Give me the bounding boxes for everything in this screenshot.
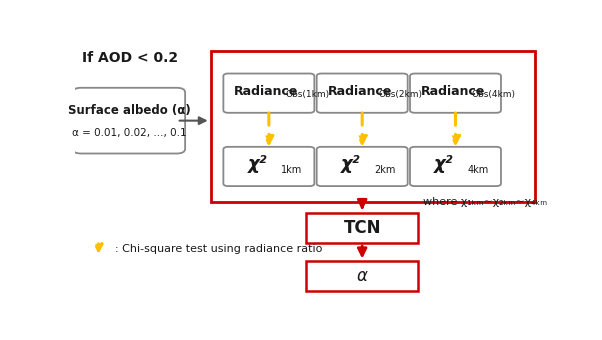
Text: χ²: χ² [434, 155, 453, 173]
Bar [306, 261, 418, 291]
Text: 4km: 4km [467, 165, 488, 175]
FancyBboxPatch shape [223, 73, 314, 113]
Bar [306, 213, 418, 243]
Text: Radiance: Radiance [327, 85, 392, 98]
Text: Surface albedo (α): Surface albedo (α) [67, 104, 190, 117]
Text: Obs(4km): Obs(4km) [472, 90, 516, 99]
Text: Radiance: Radiance [421, 85, 485, 98]
Text: χ²: χ² [341, 155, 360, 173]
Text: Obs(2km): Obs(2km) [379, 90, 423, 99]
Text: where χ₁ₖₘ∼χ₂ₖₘ∼χ₄ₖₘ: where χ₁ₖₘ∼χ₂ₖₘ∼χ₄ₖₘ [423, 197, 547, 207]
Bar [211, 51, 535, 202]
Text: If AOD < 0.2: If AOD < 0.2 [82, 51, 178, 65]
Text: : Chi-square test using radiance ratio: : Chi-square test using radiance ratio [115, 244, 322, 254]
Text: α: α [356, 268, 368, 285]
Text: α = 0.01, 0.02, ..., 0.1: α = 0.01, 0.02, ..., 0.1 [72, 128, 186, 138]
FancyBboxPatch shape [317, 147, 408, 186]
Text: 2km: 2km [374, 165, 396, 175]
FancyBboxPatch shape [410, 73, 501, 113]
Text: TCN: TCN [343, 219, 381, 237]
FancyBboxPatch shape [223, 147, 314, 186]
Text: χ²: χ² [247, 155, 267, 173]
Text: 1km: 1km [281, 165, 302, 175]
Text: Radiance: Radiance [234, 85, 299, 98]
FancyBboxPatch shape [317, 73, 408, 113]
Text: Obs(1km): Obs(1km) [285, 90, 329, 99]
FancyBboxPatch shape [410, 147, 501, 186]
FancyBboxPatch shape [73, 88, 185, 153]
